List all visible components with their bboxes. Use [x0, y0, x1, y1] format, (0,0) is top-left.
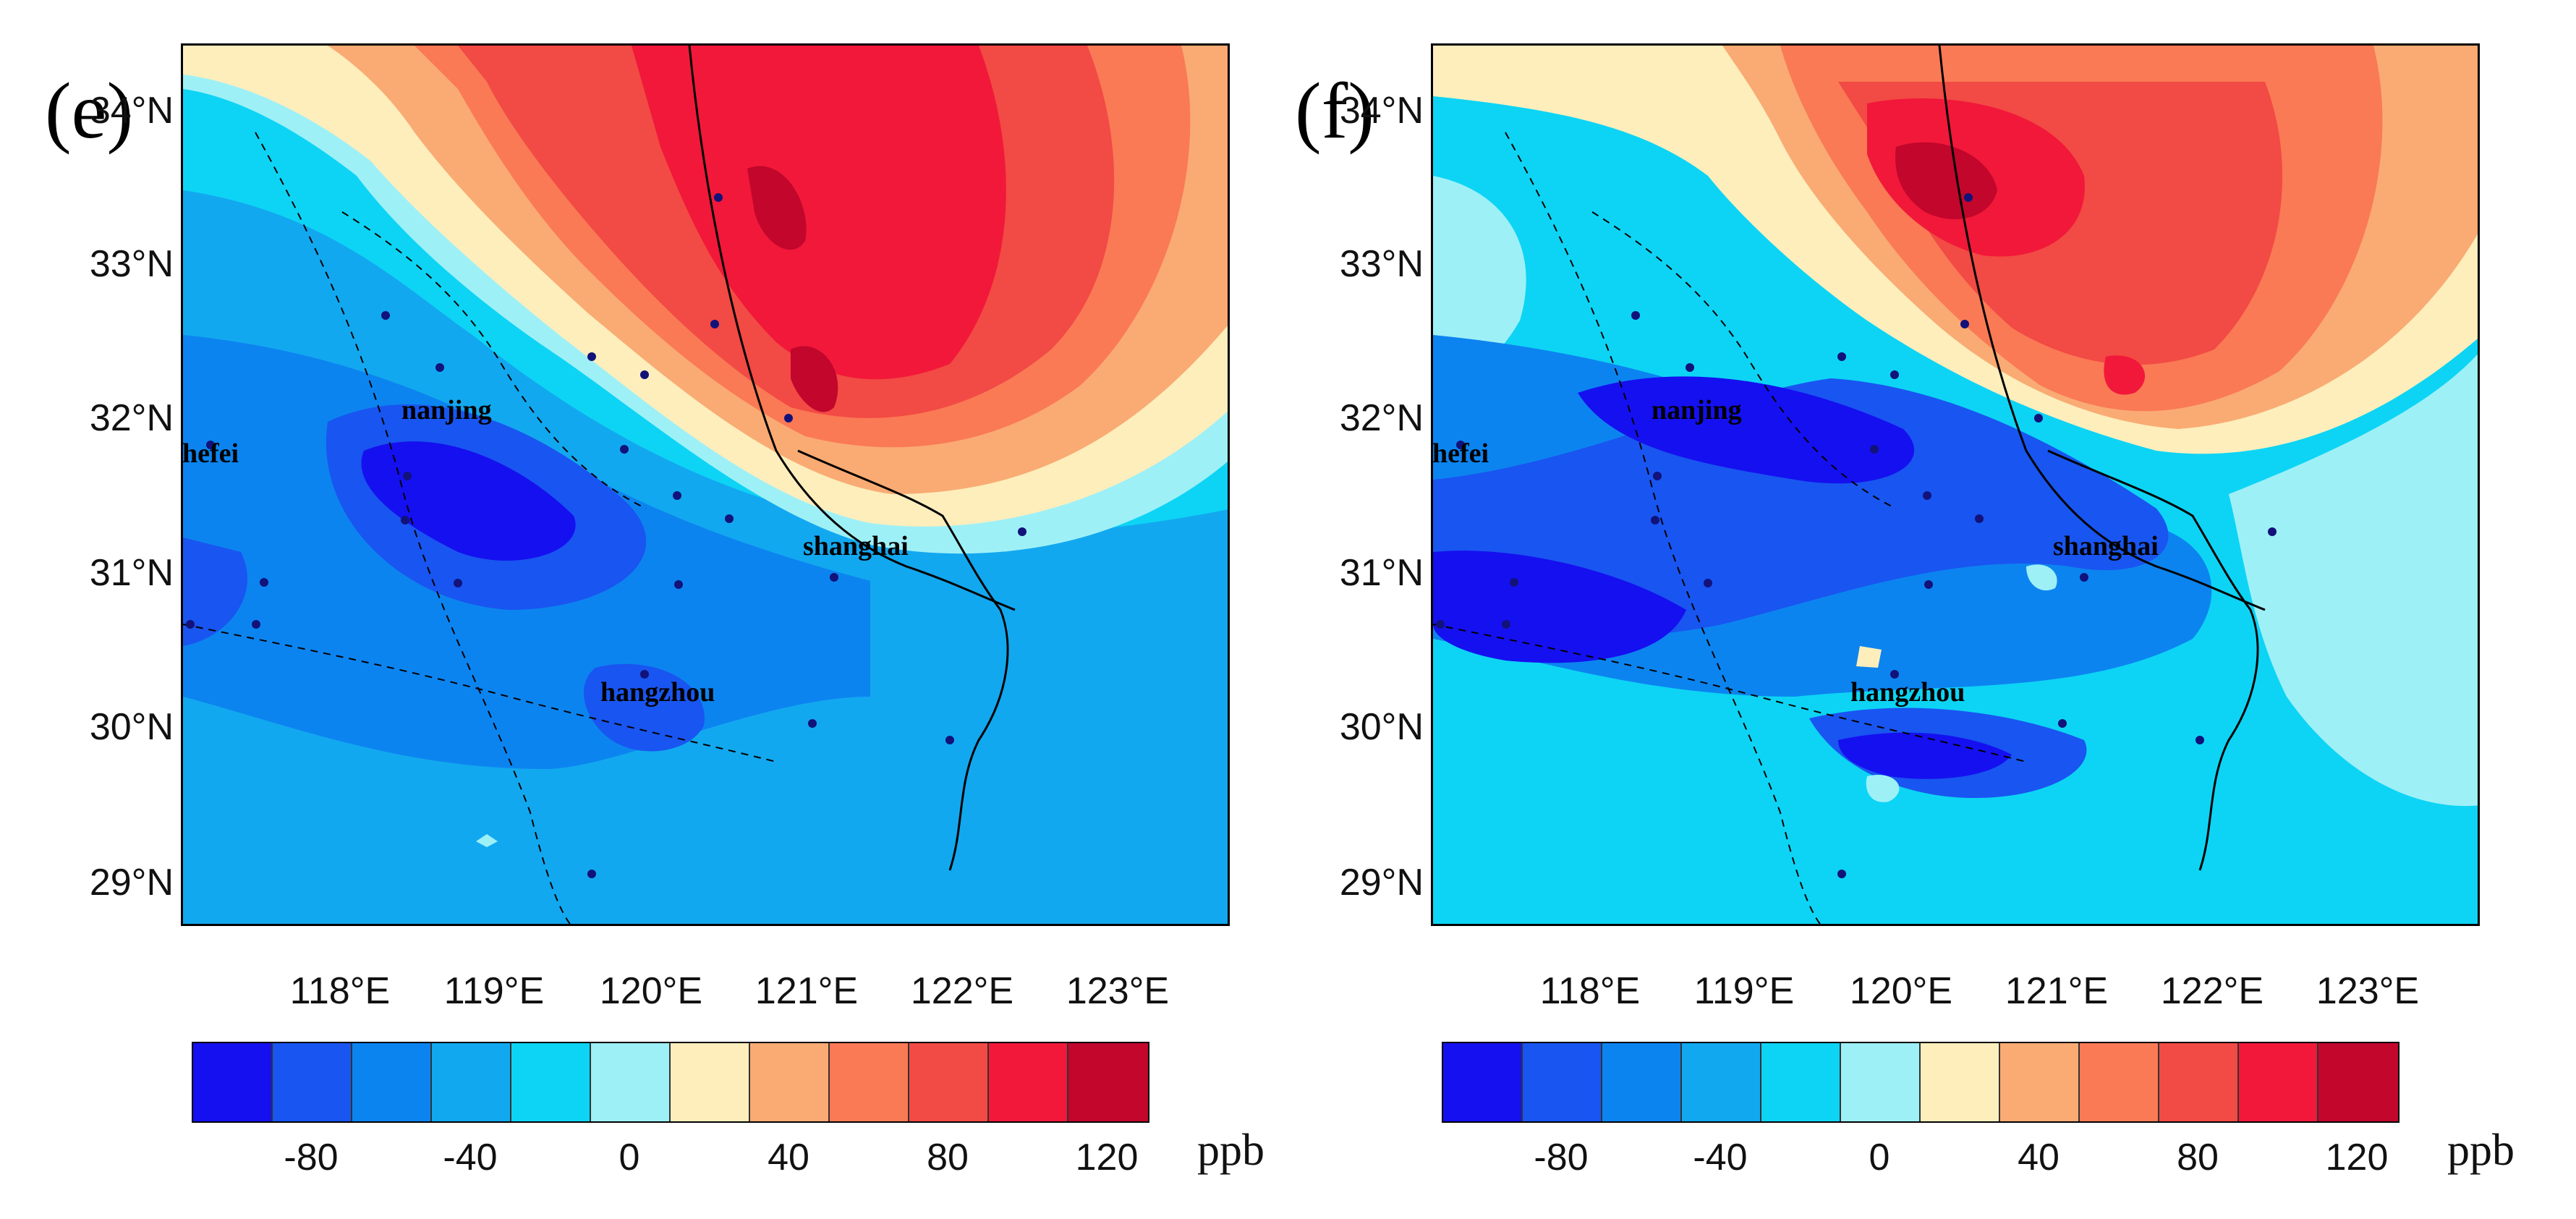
colorbar-segment — [1602, 1043, 1682, 1121]
colorbar-segment — [1682, 1043, 1761, 1121]
colorbar-unit: ppb — [2447, 1126, 2515, 1175]
colorbar-segment — [989, 1043, 1068, 1121]
lat-label-34: 34°N — [89, 90, 174, 132]
lon-label-120: 120°E — [1849, 970, 1953, 1012]
lon-label-122: 122°E — [2160, 970, 2264, 1012]
lat-label-33: 33°N — [89, 243, 174, 285]
colorbar-tick-label: 80 — [2177, 1137, 2219, 1178]
concentration-map — [183, 46, 1228, 924]
lat-label-29: 29°N — [89, 862, 174, 904]
lon-label-121: 121°E — [2005, 970, 2109, 1012]
colorbar-segment — [2159, 1043, 2239, 1121]
panel-label: (f) — [1295, 67, 1374, 155]
city-label-nanjing: nanjing — [1652, 395, 1742, 425]
city-label-shanghai: shanghai — [2053, 531, 2159, 561]
city-label-shanghai: shanghai — [803, 531, 909, 561]
colorbar-segment — [1523, 1043, 1602, 1121]
city-label-hangzhou: hangzhou — [1850, 677, 1965, 708]
lat-label-31: 31°N — [1339, 552, 1424, 594]
colorbar-segment — [750, 1043, 830, 1121]
city-label-nanjing: nanjing — [401, 395, 492, 425]
colorbar-segment — [2318, 1043, 2398, 1121]
colorbar-tick-label: 40 — [768, 1137, 809, 1178]
colorbar-tick-label: 120 — [1075, 1137, 1139, 1178]
lat-label-31: 31°N — [89, 552, 174, 594]
lat-label-33: 33°N — [1339, 243, 1424, 285]
colorbar-tick-label: 0 — [619, 1137, 640, 1178]
lon-label-118: 118°E — [1539, 970, 1641, 1012]
lon-label-123: 123°E — [1066, 970, 1170, 1012]
colorbar-tick-label: -80 — [284, 1137, 339, 1178]
colorbar-segment — [1921, 1043, 2000, 1121]
colorbar-segment — [2080, 1043, 2159, 1121]
colorbar-tick-label: 40 — [2018, 1137, 2059, 1178]
colorbar-segment — [432, 1043, 511, 1121]
colorbar-segment — [2239, 1043, 2318, 1121]
colorbar-tick-label: 0 — [1869, 1137, 1890, 1178]
city-label-hefei: hefei — [182, 438, 239, 469]
map-panel-f: (f) nanjing hefei shanghai hangzhou 34°N… — [1250, 0, 2538, 1219]
colorbar-segment — [671, 1043, 750, 1121]
colorbar-segment — [830, 1043, 909, 1121]
lon-label-120: 120°E — [599, 970, 703, 1012]
lat-label-34: 34°N — [1339, 90, 1424, 132]
colorbar-segment — [2000, 1043, 2080, 1121]
colorbar-segment — [511, 1043, 591, 1121]
colorbar-unit: ppb — [1197, 1126, 1264, 1175]
lon-label-119: 119°E — [1693, 970, 1795, 1012]
colorbar-segment — [193, 1043, 273, 1121]
colorbar-segment — [1761, 1043, 1841, 1121]
map-panel-e: (e) nanjing hefei shanghai hangzhou 34°N… — [45, 43, 1264, 1178]
colorbar-segment — [1443, 1043, 1523, 1121]
colorbar-segment — [1068, 1043, 1148, 1121]
colorbar-segment — [591, 1043, 671, 1121]
colorbar-segment — [273, 1043, 352, 1121]
lon-label-121: 121°E — [754, 970, 859, 1012]
lat-label-32: 32°N — [1339, 397, 1424, 439]
concentration-map — [1433, 46, 2478, 924]
map-frame — [181, 43, 1230, 926]
colorbar-segment — [909, 1043, 989, 1121]
colorbar-segment — [352, 1043, 432, 1121]
colorbar-tick-label: 80 — [927, 1137, 969, 1178]
lat-label-30: 30°N — [1339, 706, 1424, 748]
panel-label: (e) — [45, 67, 134, 155]
city-label-hangzhou: hangzhou — [600, 677, 715, 708]
map-frame — [1431, 43, 2480, 926]
lat-label-29: 29°N — [1339, 862, 1424, 904]
lon-label-118: 118°E — [289, 970, 391, 1012]
colorbar-tick-label: 120 — [2325, 1137, 2389, 1178]
city-label-hefei: hefei — [1432, 438, 1489, 469]
colorbar — [192, 1042, 1149, 1123]
lat-label-32: 32°N — [89, 397, 174, 439]
colorbar-tick-label: -80 — [1534, 1137, 1589, 1178]
lat-label-30: 30°N — [89, 706, 174, 748]
colorbar-segment — [1841, 1043, 1921, 1121]
colorbar-tick-label: -40 — [443, 1137, 498, 1178]
colorbar — [1442, 1042, 2399, 1123]
lon-label-122: 122°E — [910, 970, 1014, 1012]
colorbar-tick-label: -40 — [1693, 1137, 1748, 1178]
lon-label-123: 123°E — [2316, 970, 2420, 1012]
lon-label-119: 119°E — [443, 970, 545, 1012]
